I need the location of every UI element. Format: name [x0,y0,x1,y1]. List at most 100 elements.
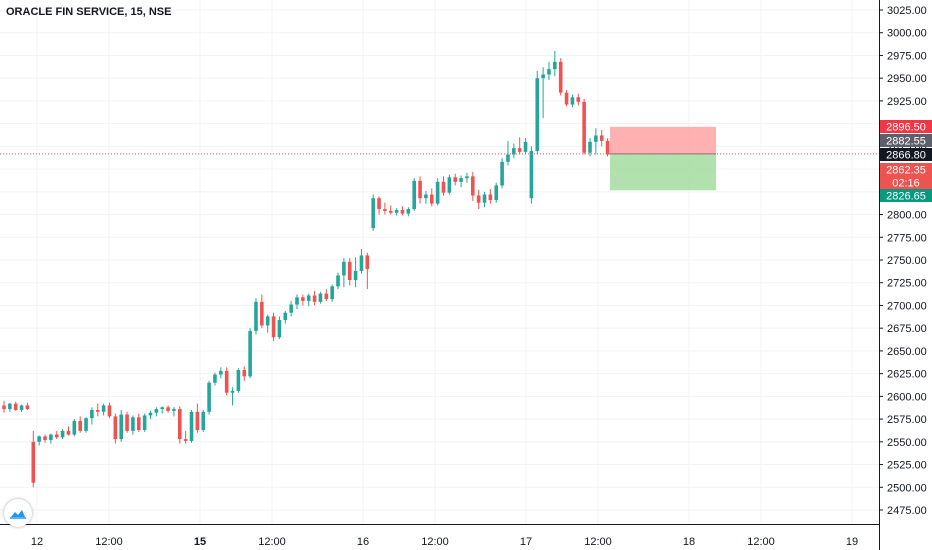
candle[interactable] [160,406,165,414]
candle[interactable] [254,298,258,335]
candle[interactable] [330,284,334,302]
candle[interactable] [558,58,563,96]
candle[interactable] [283,310,288,324]
candle[interactable] [517,137,522,155]
candle[interactable] [78,416,82,433]
candle[interactable] [125,411,129,433]
candle[interactable] [183,430,188,444]
candle[interactable] [230,387,235,406]
candle[interactable] [277,316,282,340]
candle[interactable] [66,426,71,436]
take-profit-zone[interactable] [610,153,716,191]
candle[interactable] [95,403,100,417]
candle[interactable] [207,380,211,415]
candle[interactable] [236,368,241,393]
candle[interactable] [394,208,399,216]
candle[interactable] [418,176,422,204]
candle[interactable] [353,257,358,288]
candle[interactable] [336,272,340,290]
candle[interactable] [576,93,581,106]
candle[interactable] [347,258,352,286]
candle[interactable] [342,258,346,288]
candle[interactable] [312,290,317,306]
candle[interactable] [195,403,200,433]
candle[interactable] [271,312,276,341]
candle[interactable] [359,249,364,274]
candle[interactable] [131,415,135,435]
candle[interactable] [25,402,30,410]
candle[interactable] [213,372,217,386]
candle[interactable] [406,207,411,217]
candle[interactable] [107,402,112,419]
candle[interactable] [494,182,499,203]
candle[interactable] [488,189,493,204]
candle[interactable] [219,367,223,379]
candle[interactable] [72,419,77,437]
candle[interactable] [535,70,540,155]
candle[interactable] [31,430,36,488]
candle[interactable] [189,410,194,443]
candle[interactable] [142,413,147,432]
candle[interactable] [594,128,598,155]
candle[interactable] [49,433,53,444]
candle[interactable] [306,293,311,307]
candle[interactable] [388,205,393,215]
candle[interactable] [599,130,604,147]
candle[interactable] [547,61,551,80]
candle[interactable] [37,435,41,446]
candle[interactable] [265,314,270,333]
candle[interactable] [435,178,440,206]
candle[interactable] [248,328,252,379]
candle[interactable] [459,175,463,188]
candle[interactable] [365,252,370,290]
stop-loss-zone[interactable] [610,126,716,154]
candle[interactable] [324,289,329,301]
candle[interactable] [201,410,206,432]
candle[interactable] [54,430,59,440]
candle[interactable] [529,146,534,204]
tradingview-cloud-icon[interactable] [4,499,32,527]
candle[interactable] [260,294,264,329]
candle[interactable] [506,140,510,166]
candle[interactable] [383,202,387,215]
candle[interactable] [371,194,375,231]
candle[interactable] [136,413,141,432]
candle[interactable] [564,90,569,107]
candle[interactable] [476,190,481,210]
candle[interactable] [588,138,592,157]
candle[interactable] [582,99,586,155]
candle[interactable] [424,190,428,204]
candle[interactable] [441,176,446,196]
candle[interactable] [166,405,170,413]
candle[interactable] [113,413,118,444]
candle[interactable] [13,401,18,411]
candle[interactable] [447,174,452,195]
candle[interactable] [2,400,6,413]
candle[interactable] [84,417,88,433]
candle[interactable] [101,403,106,416]
candle[interactable] [8,402,12,412]
candle[interactable] [178,406,182,444]
candle[interactable] [19,404,24,412]
candle[interactable] [43,434,47,443]
candle[interactable] [119,410,123,442]
candle[interactable] [523,138,528,155]
candle[interactable] [412,178,416,211]
candle[interactable] [553,50,557,77]
candle[interactable] [224,367,229,396]
candle[interactable] [605,138,610,157]
candle[interactable] [90,407,94,425]
candle[interactable] [154,407,159,417]
candle[interactable] [60,429,65,440]
candle[interactable] [172,407,176,417]
candle[interactable] [242,366,247,381]
candle[interactable] [500,158,504,189]
candle[interactable] [400,206,405,216]
candle[interactable] [377,196,381,215]
candle[interactable] [295,294,299,310]
candle[interactable] [289,300,293,317]
candle[interactable] [301,294,305,306]
candle[interactable] [148,410,153,420]
candle[interactable] [465,172,469,183]
